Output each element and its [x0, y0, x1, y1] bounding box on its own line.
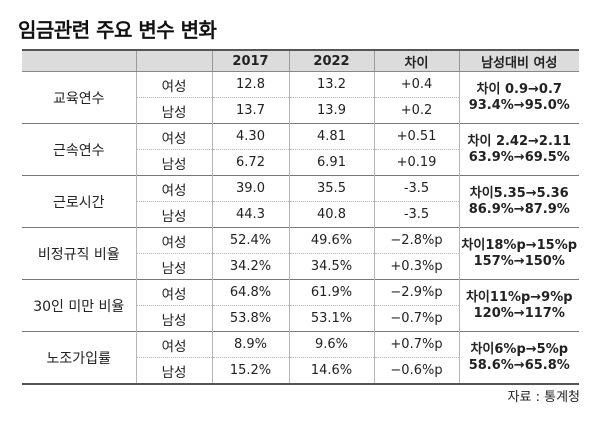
sex-cell: 여성 [135, 71, 212, 98]
value-2022-cell: 4.81 [288, 123, 374, 150]
diff-cell: +0.19 [373, 149, 459, 176]
value-2017-cell: 6.72 [211, 149, 289, 176]
value-2017-cell: 39.0 [211, 175, 289, 202]
sex-cell: 남성 [135, 305, 212, 332]
ratio-change-text: 58.6%→65.8% [468, 357, 570, 373]
comparison-cell: 차이11%p→9%p 120%→117% [458, 279, 579, 332]
value-2017-cell: 53.8% [211, 305, 289, 332]
value-2022-cell: 6.91 [288, 149, 374, 176]
sex-cell: 여성 [135, 279, 212, 306]
wage-variables-table: 2017 2022 차이 남성대비 여성 교육연수 여성 12.8 13.2 +0.4 차… [22, 49, 579, 385]
diff-cell: +0.2 [373, 97, 459, 124]
header-female-vs-male: 남성대비 여성 [458, 49, 579, 72]
table-row: 근속연수 여성 4.30 4.81 +0.51 차이 2.42→2.11 63.9%→69.… [22, 123, 579, 176]
table-row: 근로시간 여성 39.0 35.5 -3.5 차이5.35→5.36 86.9%→87.9% [22, 175, 579, 228]
diff-cell: +0.4 [373, 71, 459, 98]
variable-name-cell: 근속연수 [22, 123, 136, 176]
ratio-change-text: 93.4%→95.0% [468, 97, 570, 113]
value-2022-cell: 49.6% [288, 227, 374, 254]
diff-cell: -3.5 [373, 201, 459, 228]
value-2022-cell: 40.8 [288, 201, 374, 228]
diff-cell: +0.51 [373, 123, 459, 150]
sex-cell: 여성 [135, 331, 212, 358]
diff-cell: +0.3%p [373, 253, 459, 280]
header-2022: 2022 [288, 49, 374, 72]
ratio-change-text: 157%→150% [473, 253, 565, 269]
variable-name-cell: 교육연수 [22, 71, 136, 124]
gap-change-text: 차이11%p→9%p [465, 289, 573, 305]
value-2017-cell: 13.7 [211, 97, 289, 124]
ratio-change-text: 86.9%→87.9% [468, 201, 570, 217]
gap-change-text: 차이 0.9→0.7 [476, 81, 562, 97]
table-row: 30인 미만 비율 여성 64.8% 61.9% −2.9%p 차이11%p→9%p 120… [22, 279, 579, 332]
value-2017-cell: 8.9% [211, 331, 289, 358]
header-row: 2017 2022 차이 남성대비 여성 [22, 49, 579, 72]
table-row: 교육연수 여성 12.8 13.2 +0.4 차이 0.9→0.7 93.4%→95.0% [22, 71, 579, 124]
header-2017: 2017 [211, 49, 289, 72]
value-2017-cell: 34.2% [211, 253, 289, 280]
sex-cell: 여성 [135, 227, 212, 254]
page-title: 임금관련 주요 변수 변화 [18, 18, 217, 42]
gap-change-text: 차이6%p→5%p [470, 341, 569, 357]
comparison-cell: 차이5.35→5.36 86.9%→87.9% [458, 175, 579, 228]
variable-name-cell: 근로시간 [22, 175, 136, 228]
comparison-cell: 차이18%p→15%p 157%→150% [458, 227, 579, 280]
table-row: 남성 6.72 6.91 +0.19 [22, 149, 579, 176]
header-sex [135, 49, 212, 72]
sex-cell: 남성 [135, 97, 212, 124]
gap-change-text: 차이 2.42→2.11 [467, 133, 572, 149]
table-row: 남성 53.8% 53.1% −0.7%p [22, 305, 579, 332]
comparison-cell: 차이6%p→5%p 58.6%→65.8% [458, 331, 579, 385]
diff-cell: −0.7%p [373, 305, 459, 332]
value-2017-cell: 44.3 [211, 201, 289, 228]
table-row: 비정규직 비율 여성 52.4% 49.6% −2.8%p 차이18%p→15%p 157%… [22, 227, 579, 280]
comparison-cell: 차이 0.9→0.7 93.4%→95.0% [458, 71, 579, 124]
gap-change-text: 차이5.35→5.36 [469, 185, 569, 201]
diff-cell: −0.6%p [373, 357, 459, 385]
value-2017-cell: 52.4% [211, 227, 289, 254]
value-2022-cell: 61.9% [288, 279, 374, 306]
table-row: 남성 13.7 13.9 +0.2 [22, 97, 579, 124]
comparison-cell: 차이 2.42→2.11 63.9%→69.5% [458, 123, 579, 176]
diff-cell: +0.7%p [373, 331, 459, 358]
value-2022-cell: 9.6% [288, 331, 374, 358]
value-2017-cell: 64.8% [211, 279, 289, 306]
value-2022-cell: 14.6% [288, 357, 374, 385]
sex-cell: 여성 [135, 123, 212, 150]
sex-cell: 여성 [135, 175, 212, 202]
value-2022-cell: 13.2 [288, 71, 374, 98]
sex-cell: 남성 [135, 357, 212, 385]
value-2022-cell: 53.1% [288, 305, 374, 332]
header-variable [22, 49, 136, 72]
table-row: 남성 15.2% 14.6% −0.6%p [22, 357, 579, 385]
value-2022-cell: 34.5% [288, 253, 374, 280]
variable-name-cell: 30인 미만 비율 [22, 279, 136, 332]
source-note: 자료 : 통계청 [507, 390, 580, 405]
ratio-change-text: 63.9%→69.5% [468, 149, 570, 165]
diff-cell: −2.9%p [373, 279, 459, 306]
sex-cell: 남성 [135, 253, 212, 280]
value-2017-cell: 4.30 [211, 123, 289, 150]
table-row: 노조가입률 여성 8.9% 9.6% +0.7%p 차이6%p→5%p 58.6%→65.8… [22, 331, 579, 385]
ratio-change-text: 120%→117% [473, 305, 565, 321]
header-diff: 차이 [373, 49, 459, 72]
value-2017-cell: 15.2% [211, 357, 289, 385]
gap-change-text: 차이18%p→15%p [461, 237, 578, 253]
value-2017-cell: 12.8 [211, 71, 289, 98]
sex-cell: 남성 [135, 201, 212, 228]
table-row: 남성 44.3 40.8 -3.5 [22, 201, 579, 228]
diff-cell: -3.5 [373, 175, 459, 202]
variable-name-cell: 비정규직 비율 [22, 227, 136, 280]
table-row: 남성 34.2% 34.5% +0.3%p [22, 253, 579, 280]
value-2022-cell: 35.5 [288, 175, 374, 202]
sex-cell: 남성 [135, 149, 212, 176]
variable-name-cell: 노조가입률 [22, 331, 136, 385]
diff-cell: −2.8%p [373, 227, 459, 254]
value-2022-cell: 13.9 [288, 97, 374, 124]
